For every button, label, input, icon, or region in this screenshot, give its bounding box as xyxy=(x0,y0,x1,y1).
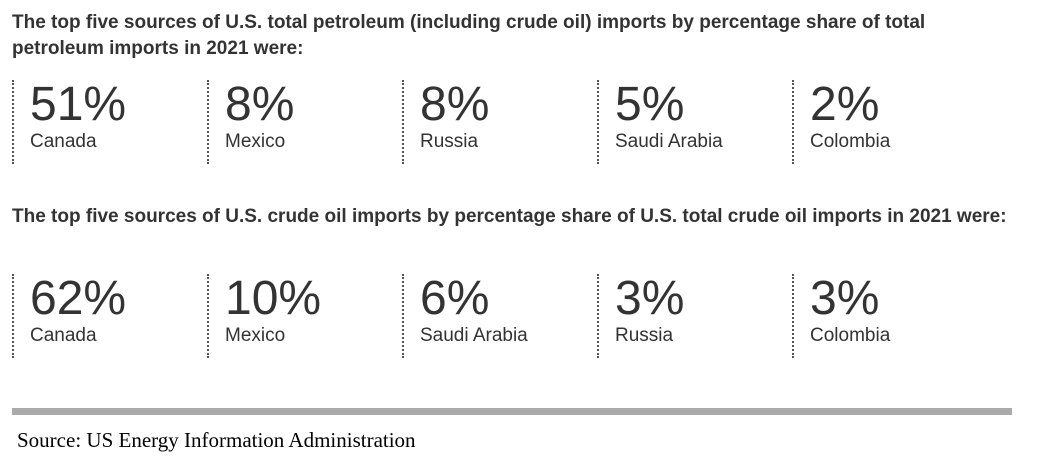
stat-label: Russia xyxy=(420,131,479,152)
stat-item: 2% Colombia xyxy=(792,80,982,164)
stat-label: Saudi Arabia xyxy=(420,325,528,346)
stat-row: 51% Canada 8% Mexico 8% Russia 5% Saudi Arabia 2… xyxy=(12,80,1012,164)
stat-item: 10% Mexico xyxy=(207,274,397,358)
stat-item: 6% Saudi Arabia xyxy=(402,274,592,358)
stat-value: 8% xyxy=(225,78,295,131)
stat-label: Canada xyxy=(30,131,97,152)
stat-label: Canada xyxy=(30,325,97,346)
stat-row: 62% Canada 10% Mexico 6% Saudi Arabia 3% Russia… xyxy=(12,274,1012,358)
stat-value: 3% xyxy=(810,272,880,325)
stat-item: 5% Saudi Arabia xyxy=(597,80,787,164)
stat-value: 10% xyxy=(225,272,322,325)
stat-item: 62% Canada xyxy=(12,274,202,358)
stat-item: 3% Colombia xyxy=(792,274,982,358)
stat-value: 51% xyxy=(30,78,127,131)
stat-item: 3% Russia xyxy=(597,274,787,358)
section-heading: The top five sources of U.S. crude oil i… xyxy=(12,206,1007,227)
stat-label: Mexico xyxy=(225,325,286,346)
stat-item: 8% Russia xyxy=(402,80,592,164)
stat-value: 2% xyxy=(810,78,880,131)
section-heading: The top five sources of U.S. total petro… xyxy=(12,12,926,59)
stat-label: Colombia xyxy=(810,131,891,152)
stat-item: 8% Mexico xyxy=(207,80,397,164)
stat-label: Colombia xyxy=(810,325,891,346)
stat-label: Russia xyxy=(615,325,674,346)
stat-value: 62% xyxy=(30,272,127,325)
stat-item: 51% Canada xyxy=(12,80,202,164)
source: Source: US Energy Information Administra… xyxy=(17,428,416,452)
stat-value: 5% xyxy=(615,78,685,131)
stat-label: Saudi Arabia xyxy=(615,131,723,152)
stat-label: Mexico xyxy=(225,131,286,152)
stat-value: 6% xyxy=(420,272,490,325)
stat-value: 3% xyxy=(615,272,685,325)
stat-value: 8% xyxy=(420,78,490,131)
divider xyxy=(12,408,1012,415)
